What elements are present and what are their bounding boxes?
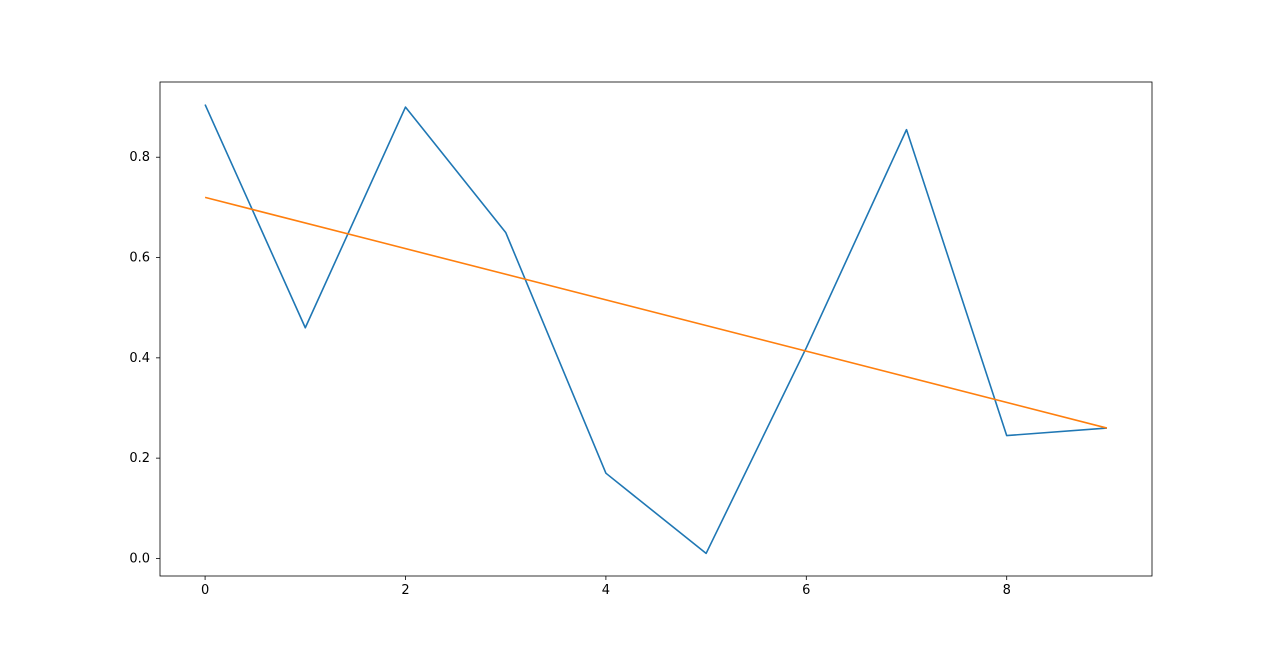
line-chart: 0 2 4 6 8 0.0 0.2 0.4 0.6 0.8 <box>0 0 1280 657</box>
x-tick-label: 6 <box>802 583 810 598</box>
line-series-1 <box>205 105 1107 554</box>
x-tick-label: 0 <box>201 583 209 598</box>
y-tick-label: 0.6 <box>129 251 150 266</box>
y-tick-label: 0.0 <box>129 551 150 566</box>
x-tick-label: 8 <box>1003 583 1011 598</box>
x-tick-label: 2 <box>401 583 409 598</box>
line-series-2 <box>205 197 1107 428</box>
x-tick-label: 4 <box>602 583 610 598</box>
y-tick-label: 0.2 <box>129 451 150 466</box>
y-tick-label: 0.8 <box>129 150 150 165</box>
y-tick-label: 0.4 <box>129 351 150 366</box>
chart-svg: 0 2 4 6 8 0.0 0.2 0.4 0.6 0.8 <box>0 0 1280 657</box>
plot-area-border <box>160 82 1152 576</box>
